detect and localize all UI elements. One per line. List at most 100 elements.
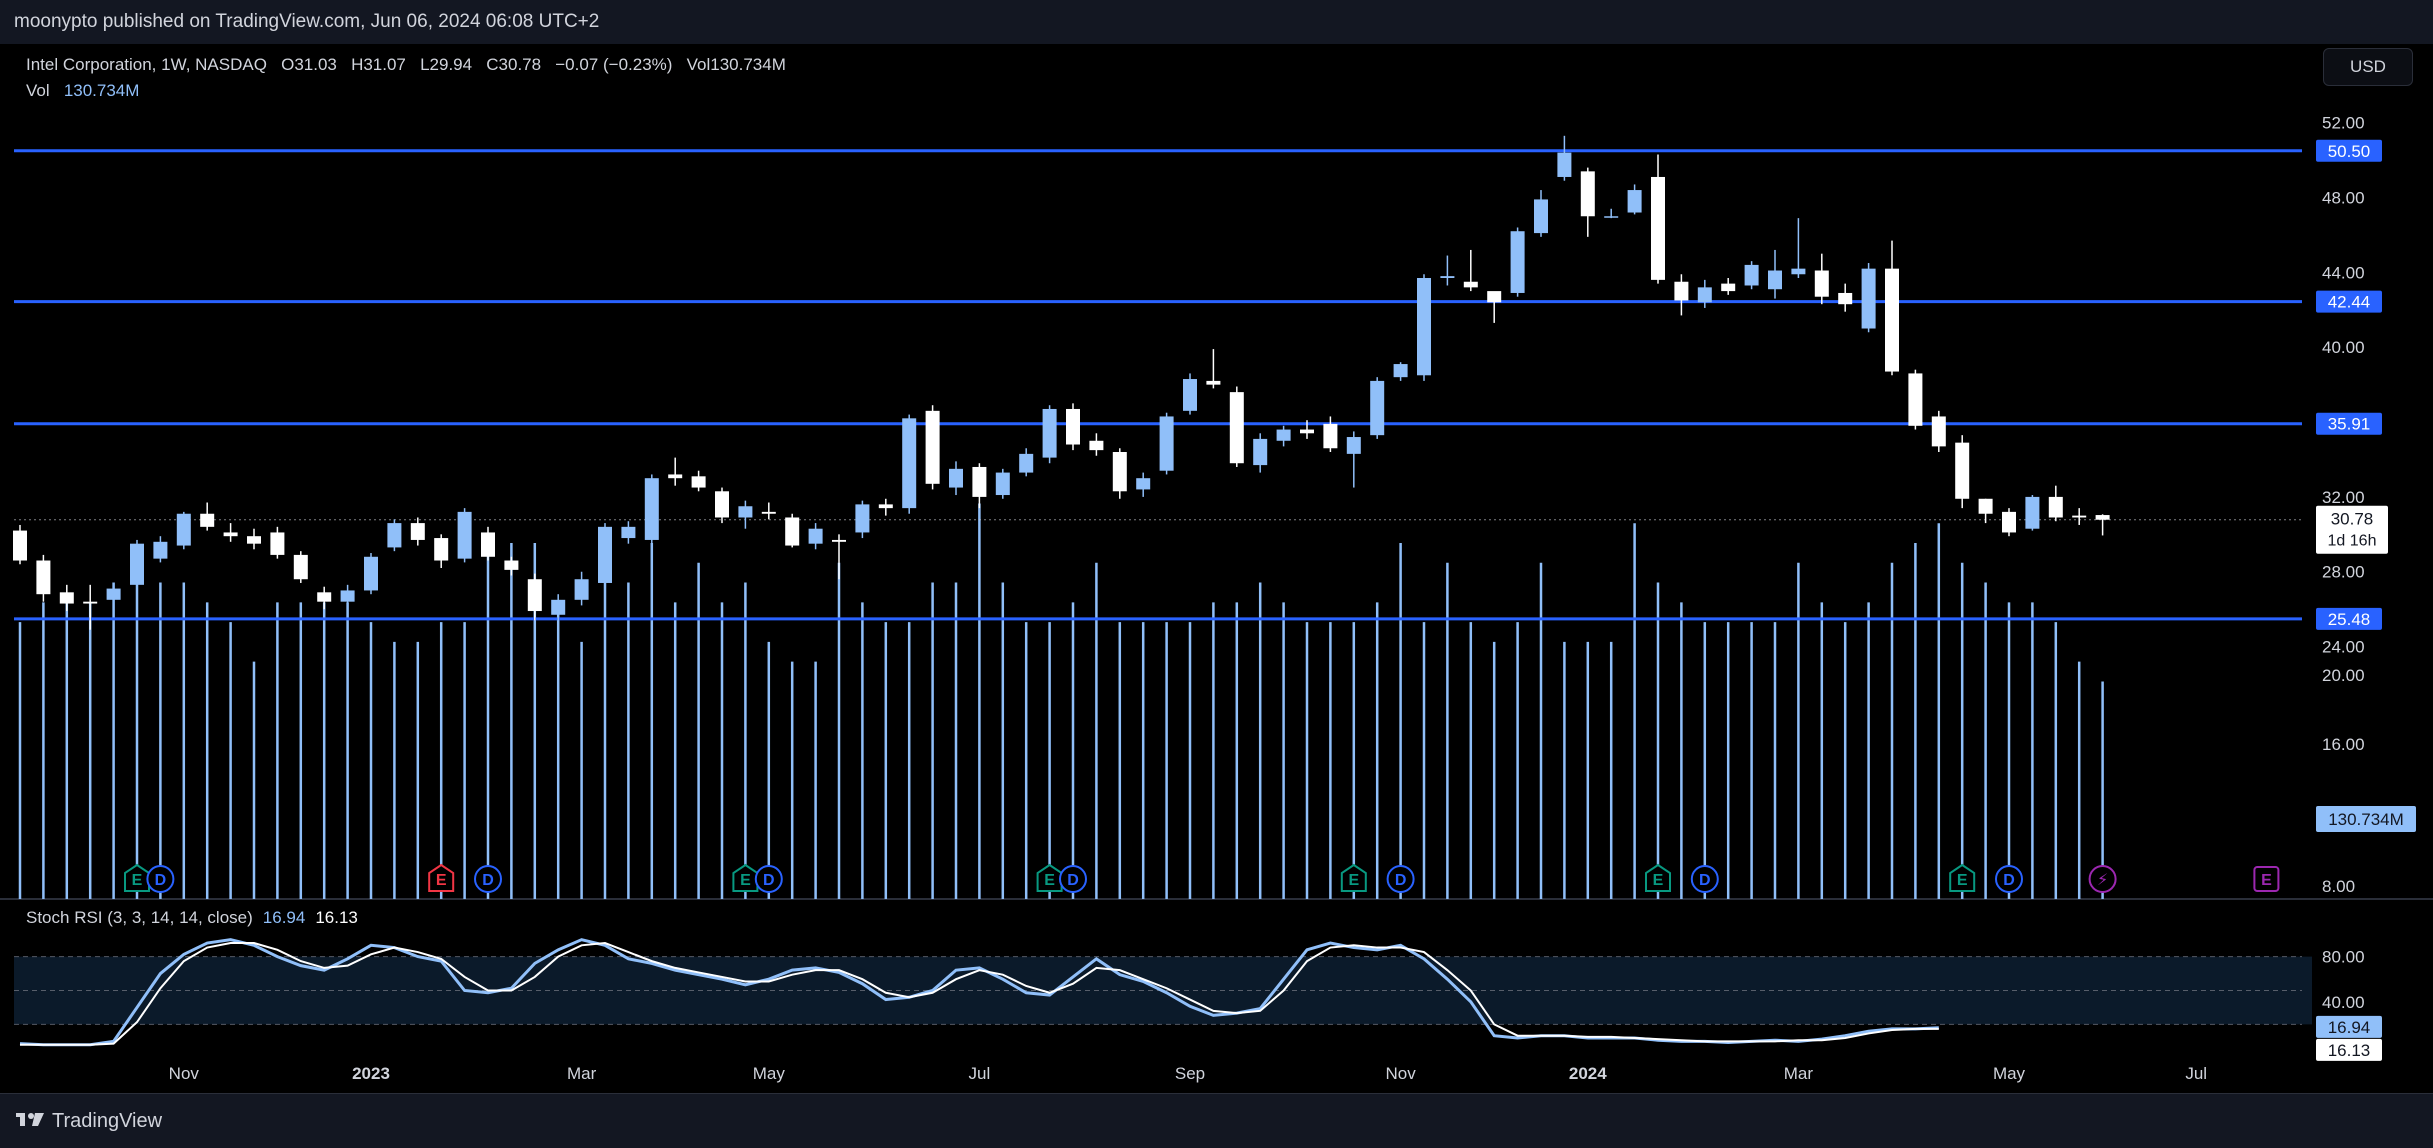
candle — [1510, 227, 1525, 297]
event-marker-label: E — [1044, 872, 1055, 889]
tradingview-brand[interactable]: TradingView — [52, 1109, 163, 1132]
candle-body — [2025, 496, 2040, 529]
volume-last-label-bg — [2316, 806, 2416, 832]
candle-body — [1931, 416, 1946, 447]
time-axis-label: Sep — [1175, 1064, 1205, 1083]
stoch-d-line — [20, 942, 1939, 1046]
candle-body — [364, 556, 378, 591]
vol-header-value: 130.734M — [710, 55, 786, 74]
close-value: 30.78 — [498, 55, 542, 74]
stoch-k-label-bg — [2316, 1015, 2382, 1038]
candle — [1651, 154, 1665, 284]
candle-body — [1276, 429, 1291, 441]
candle-body — [13, 530, 27, 561]
candle — [410, 517, 425, 546]
candle — [1229, 386, 1244, 467]
candle-body — [995, 472, 1010, 496]
event-marker-label: E — [1348, 872, 1359, 889]
event-marker-label: E — [1653, 872, 1664, 889]
candle-body — [1042, 408, 1057, 458]
candle-body — [223, 532, 238, 537]
time-axis-label: Jul — [969, 1064, 991, 1083]
candle — [551, 594, 566, 626]
candle — [878, 498, 893, 516]
candle — [270, 526, 285, 559]
candle-body — [83, 601, 98, 604]
candle — [855, 500, 870, 539]
candle-body — [2048, 496, 2063, 518]
dividend-marker-shape — [146, 865, 175, 893]
candle — [925, 405, 940, 490]
change-value: −0.07 (−0.23%) — [555, 55, 673, 74]
candle — [293, 551, 308, 583]
stoch-d-label-bg — [2316, 1038, 2382, 1061]
candle — [106, 582, 121, 604]
candle — [1580, 167, 1595, 237]
candle-body — [832, 539, 846, 542]
candle — [1183, 373, 1197, 415]
event-marker: D — [1690, 865, 1719, 893]
candle — [1697, 279, 1712, 308]
event-marker-label: D — [482, 872, 494, 889]
candle — [1604, 208, 1619, 219]
dividend-marker-shape — [754, 865, 783, 893]
candle-body — [1604, 216, 1619, 218]
candle-body — [1323, 423, 1338, 449]
price-chart-svg[interactable]: EDEDEDEDEDEDED⚡E52.0048.0044.0040.0036.0… — [0, 44, 2433, 1094]
time-axis-label: Mar — [567, 1064, 597, 1083]
candle-body — [200, 513, 215, 527]
candle — [59, 584, 74, 612]
symbol-title[interactable]: Intel Corporation, 1W, NASDAQ — [26, 55, 267, 74]
candle — [949, 461, 963, 496]
candle-body — [1136, 478, 1151, 490]
candle-body — [598, 526, 612, 583]
candle-body — [1885, 268, 1899, 372]
dividend-marker-shape — [1995, 865, 2023, 893]
candle — [995, 468, 1010, 499]
candle-body — [176, 513, 191, 546]
event-marker: E — [1036, 863, 1063, 892]
candle — [176, 511, 191, 550]
stoch-k-label: 16.94 — [2328, 1018, 2371, 1037]
candle-body — [644, 478, 659, 540]
currency-button[interactable]: USD — [2323, 48, 2413, 86]
time-axis-label: 2024 — [1569, 1064, 1607, 1083]
candle-body — [434, 538, 449, 561]
earnings-marker-shape — [428, 863, 455, 892]
tradingview-logo-icon[interactable] — [16, 1110, 44, 1133]
close-label: C — [486, 55, 499, 74]
candle-body — [1463, 281, 1478, 288]
candle-body — [1814, 270, 1829, 297]
future-earnings-marker-shape — [2253, 866, 2280, 892]
price-tick-label: 44.00 — [2322, 263, 2365, 282]
event-marker: D — [146, 865, 175, 893]
low-value: 29.94 — [429, 55, 473, 74]
high-label: H — [351, 55, 364, 74]
candle — [1159, 412, 1174, 475]
candle — [13, 524, 27, 565]
candle-body — [574, 579, 589, 600]
candle-body — [1393, 364, 1408, 378]
candle — [527, 573, 542, 621]
candle — [153, 536, 168, 563]
candle — [1370, 377, 1385, 439]
earnings-marker-shape — [732, 863, 759, 892]
level-label-bg — [2316, 290, 2382, 313]
event-marker: D — [1386, 865, 1415, 893]
candle-body — [972, 466, 987, 497]
chart-panel[interactable]: EDEDEDEDEDEDED⚡E52.0048.0044.0040.0036.0… — [0, 44, 2433, 1094]
event-marker-label: D — [1395, 872, 1407, 889]
candle-body — [1206, 380, 1221, 385]
candle — [1487, 291, 1502, 323]
volume-indicator-label[interactable]: Vol — [26, 81, 50, 100]
event-marker: E — [124, 863, 150, 892]
symbol-legend: Intel Corporation, 1W, NASDAQ O31.03 H31… — [26, 52, 786, 104]
candle-body — [621, 526, 636, 539]
volume-indicator-value: 130.734M — [63, 81, 140, 100]
stoch-rsi-title[interactable]: Stoch RSI (3, 3, 14, 14, close) — [26, 908, 253, 927]
dividend-marker-shape — [1386, 865, 1415, 893]
candle-body — [1580, 171, 1595, 217]
candle — [1393, 362, 1408, 381]
candle-body — [1768, 270, 1782, 290]
stoch-tick-label: 80.00 — [2322, 948, 2365, 967]
